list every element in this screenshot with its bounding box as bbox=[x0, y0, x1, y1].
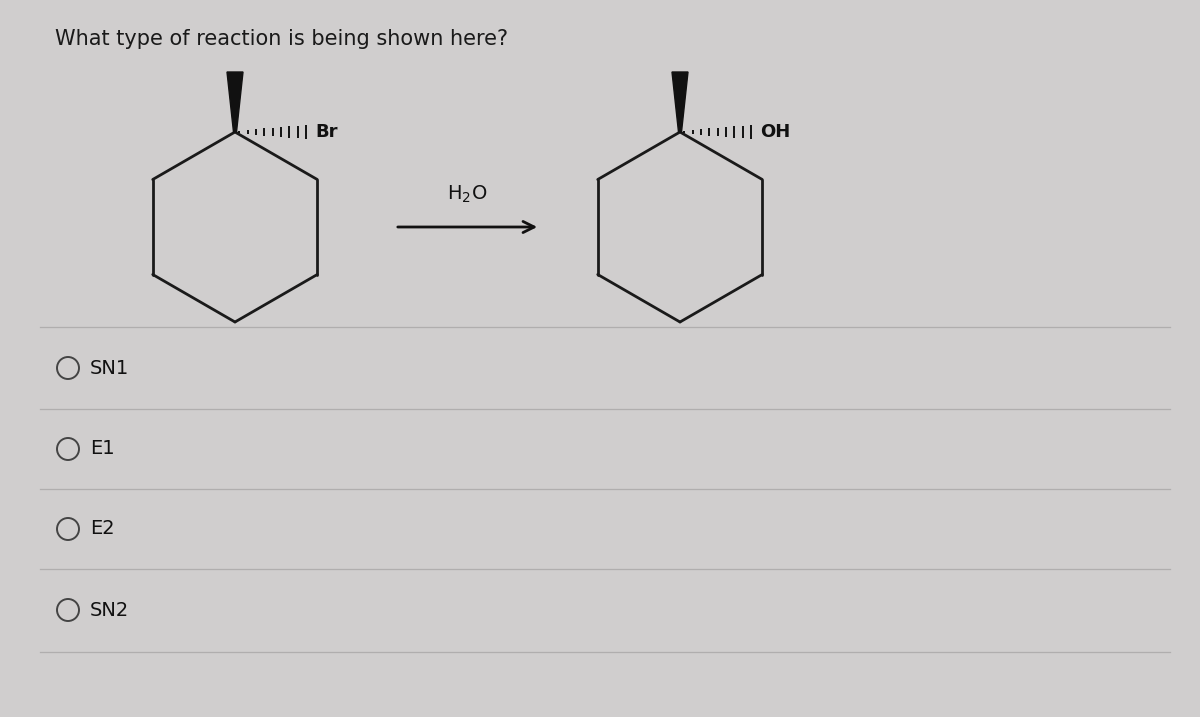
Polygon shape bbox=[672, 72, 688, 132]
Text: E2: E2 bbox=[90, 520, 115, 538]
Text: E1: E1 bbox=[90, 440, 115, 458]
Text: SN1: SN1 bbox=[90, 358, 130, 377]
Text: H$_2$O: H$_2$O bbox=[446, 184, 487, 205]
Text: OH: OH bbox=[760, 123, 791, 141]
Text: SN2: SN2 bbox=[90, 601, 130, 619]
Polygon shape bbox=[227, 72, 242, 132]
Text: What type of reaction is being shown here?: What type of reaction is being shown her… bbox=[55, 29, 508, 49]
Text: Br: Br bbox=[314, 123, 337, 141]
